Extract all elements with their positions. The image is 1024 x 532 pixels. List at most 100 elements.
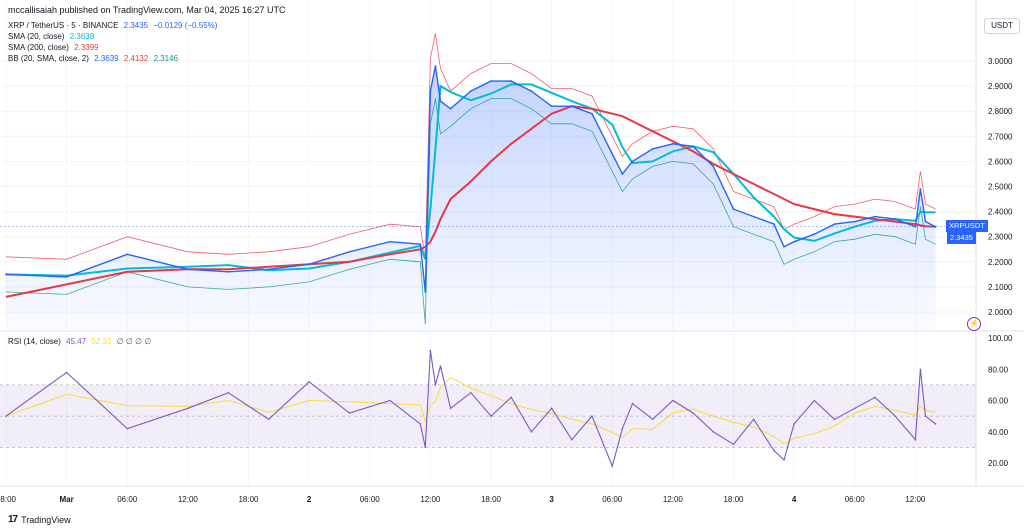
price-point [530, 90, 533, 93]
rsi-point [429, 349, 432, 352]
rsi-point [651, 418, 654, 421]
sma20-value: 2.3639 [69, 32, 95, 41]
rsi-point [853, 407, 856, 410]
symbol-price: 2.3435 [123, 21, 149, 30]
price-point [671, 142, 674, 145]
rsi-ma-value: 52.33 [91, 337, 112, 346]
time-tick-label: 12:00 [905, 495, 926, 504]
bb-basis-value: 2.3639 [94, 54, 119, 63]
rsi-point [126, 427, 129, 430]
price-point [510, 80, 513, 82]
price-point [631, 160, 634, 163]
bb-upper-value: 2.4132 [123, 54, 149, 63]
sma20-label: SMA (20, close) [8, 32, 65, 41]
rsi-label: RSI (14, close) [8, 337, 61, 346]
price-point [550, 105, 553, 108]
price-tick-label: 2.0000 [988, 308, 1013, 317]
currency-button[interactable]: USDT [984, 18, 1020, 34]
price-point [126, 253, 129, 256]
rsi-point [449, 407, 452, 410]
published-header: mccallisaiah published on TradingView.co… [8, 5, 286, 15]
rsi-point [672, 399, 674, 402]
price-point [874, 215, 876, 218]
price-point [348, 250, 351, 253]
time-tick-label: 12:00 [663, 495, 684, 504]
sma200-legend: SMA (200, close) 2.3399 [8, 42, 99, 53]
rsi-point [874, 396, 876, 399]
rsi-tick-label: 60.00 [988, 397, 1009, 406]
price-tick-label: 3.0000 [988, 57, 1013, 66]
rsi-point [692, 412, 694, 414]
price-tick-label: 2.8000 [988, 107, 1013, 116]
sma200-line [5, 105, 936, 298]
rsi-point [5, 415, 7, 417]
bb-lower-value: 2.3146 [153, 54, 179, 63]
price-point [813, 233, 816, 236]
bb-label: BB (20, SMA, close, 2) [8, 54, 89, 63]
rsi-point [631, 402, 634, 405]
time-tick-label: 12:00 [178, 495, 199, 504]
time-tick-label: Mar [60, 495, 74, 504]
price-point [439, 100, 442, 103]
rsi-point [732, 443, 735, 446]
symbol-change: −0.0129 (−0.55%) [153, 21, 218, 30]
lightning-icon[interactable]: ⚡ [967, 317, 981, 331]
price-point [570, 105, 573, 108]
rsi-point [919, 368, 922, 371]
price-tick-label: 2.3000 [988, 233, 1013, 242]
rsi-point [611, 465, 614, 467]
price-point [914, 225, 917, 228]
tradingview-logo-icon: 17 [8, 514, 18, 525]
time-tick-label: 2 [307, 495, 312, 504]
price-point [419, 243, 422, 246]
rsi-value: 45.47 [66, 337, 87, 346]
rsi-point [550, 407, 553, 410]
rsi-point [924, 415, 927, 417]
price-point [783, 245, 785, 248]
price-point [5, 273, 7, 276]
price-point [591, 112, 593, 115]
rsi-point [187, 407, 189, 410]
price-point [449, 107, 452, 110]
rsi-point [752, 418, 755, 421]
rsi-point [348, 412, 351, 414]
price-point [924, 220, 927, 223]
price-point [793, 240, 796, 243]
time-tick-label: 06:00 [602, 495, 623, 504]
bb-lower-line [5, 98, 936, 325]
price-point [490, 80, 492, 82]
price-tick-label: 2.5000 [988, 183, 1013, 192]
rsi-point [434, 384, 437, 386]
price-point [934, 225, 937, 228]
time-tick-label: 06:00 [360, 495, 381, 504]
rsi-point [621, 427, 624, 430]
rsi-legend: RSI (14, close) 45.47 52.33 ∅ ∅ ∅ ∅ [8, 336, 151, 347]
rsi-point [510, 396, 513, 399]
time-tick-label: 12:00 [420, 495, 441, 504]
price-tick-label: 2.9000 [988, 82, 1013, 91]
price-tick-label: 2.2000 [988, 258, 1013, 267]
price-point [469, 90, 472, 93]
price-point [65, 275, 68, 278]
rsi-point [469, 391, 472, 394]
time-tick-label: 18:00 [723, 495, 744, 504]
symbol-label: XRP / TetherUS · 5 · BINANCE [8, 21, 119, 30]
rsi-point [308, 380, 310, 383]
footer: 17 TradingView [8, 514, 71, 525]
time-tick-label: 18:00 [0, 495, 17, 504]
price-point [267, 268, 270, 271]
time-tick-label: 3 [549, 495, 554, 504]
last-price-value: 2.3435 [947, 232, 976, 244]
bb-legend: BB (20, SMA, close, 2) 2.3639 2.4132 2.3… [8, 53, 178, 64]
price-point [692, 145, 694, 148]
price-tick-label: 2.4000 [988, 208, 1013, 217]
rsi-point [833, 418, 836, 421]
price-point [853, 220, 856, 223]
price-point [424, 291, 427, 293]
price-point [389, 240, 391, 243]
price-point [773, 223, 775, 226]
rsi-tick-label: 40.00 [988, 428, 1009, 437]
rsi-point [530, 430, 533, 433]
rsi-point [773, 449, 775, 452]
